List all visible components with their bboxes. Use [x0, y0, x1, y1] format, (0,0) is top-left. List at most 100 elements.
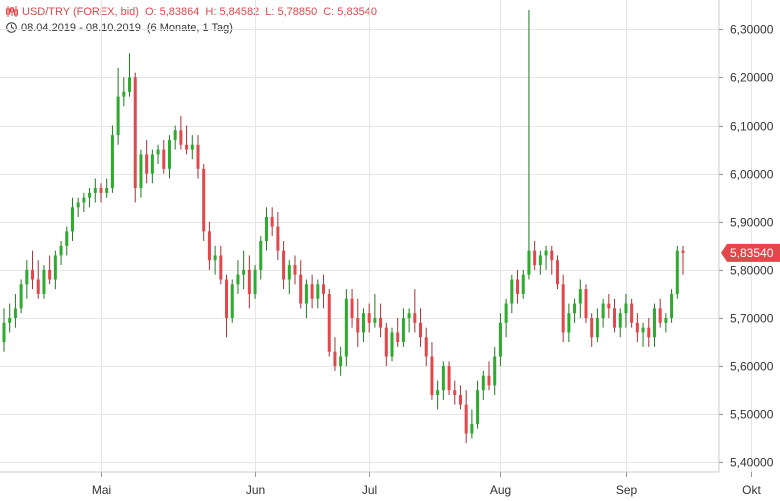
candle[interactable] [504, 298, 508, 338]
candle[interactable] [407, 308, 411, 333]
candle[interactable] [527, 10, 531, 280]
candle[interactable] [390, 327, 394, 362]
candle[interactable] [230, 279, 234, 323]
candle[interactable] [555, 255, 559, 290]
candle[interactable] [116, 67, 120, 145]
candle[interactable] [48, 255, 52, 285]
candle[interactable] [156, 144, 160, 164]
candle[interactable] [567, 303, 571, 343]
candle[interactable] [470, 409, 474, 439]
candle[interactable] [361, 308, 365, 343]
candle[interactable] [641, 322, 645, 347]
candle[interactable] [310, 274, 314, 309]
candle[interactable] [316, 279, 320, 309]
candle[interactable] [635, 313, 639, 343]
candle[interactable] [179, 115, 183, 150]
candle[interactable] [145, 139, 149, 184]
candle[interactable] [561, 274, 565, 343]
candle[interactable] [207, 221, 211, 270]
candle[interactable] [607, 293, 611, 318]
candle[interactable] [379, 303, 383, 338]
candle[interactable] [647, 318, 651, 347]
candle[interactable] [493, 346, 497, 395]
candle[interactable] [65, 226, 69, 256]
candle[interactable] [122, 77, 126, 107]
candle[interactable] [573, 298, 577, 323]
candle[interactable] [481, 370, 485, 400]
candle[interactable] [401, 308, 405, 347]
candle[interactable] [299, 260, 303, 309]
candle[interactable] [2, 308, 6, 352]
candle[interactable] [19, 279, 23, 314]
candle[interactable] [99, 183, 103, 203]
candle[interactable] [584, 284, 588, 323]
candle[interactable] [498, 313, 502, 367]
candle[interactable] [133, 72, 137, 203]
candle[interactable] [339, 346, 343, 376]
candle[interactable] [185, 125, 189, 155]
candle[interactable] [253, 265, 257, 299]
candle[interactable] [8, 303, 12, 333]
candle[interactable] [447, 361, 451, 395]
candle[interactable] [396, 318, 400, 347]
candle[interactable] [590, 313, 594, 347]
candle[interactable] [681, 245, 685, 275]
candle[interactable] [487, 361, 491, 391]
candle[interactable] [544, 245, 548, 270]
candle[interactable] [510, 274, 514, 314]
candle[interactable] [202, 164, 206, 241]
candle[interactable] [664, 313, 668, 333]
candle[interactable] [350, 289, 354, 328]
candle[interactable] [53, 250, 57, 290]
candle[interactable] [247, 255, 251, 309]
candle[interactable] [139, 149, 143, 198]
candle[interactable] [550, 245, 554, 275]
candle[interactable] [213, 245, 217, 275]
candle[interactable] [367, 303, 371, 333]
candle[interactable] [304, 279, 308, 319]
candle[interactable] [384, 322, 388, 367]
candle[interactable] [82, 192, 86, 213]
candle[interactable] [595, 308, 599, 343]
candle[interactable] [436, 380, 440, 410]
candle[interactable] [322, 274, 326, 309]
candle[interactable] [93, 178, 97, 203]
candle[interactable] [618, 308, 622, 338]
candle[interactable] [624, 293, 628, 328]
candle[interactable] [225, 274, 229, 338]
candle[interactable] [453, 380, 457, 405]
candle[interactable] [259, 236, 263, 280]
candle[interactable] [167, 135, 171, 179]
candle[interactable] [282, 241, 286, 290]
candle[interactable] [652, 303, 656, 347]
candle[interactable] [88, 188, 92, 208]
candle[interactable] [658, 298, 662, 328]
candle[interactable] [458, 385, 462, 410]
candle[interactable] [419, 308, 423, 347]
candle[interactable] [293, 255, 297, 285]
candle[interactable] [464, 390, 468, 444]
candle[interactable] [25, 260, 29, 299]
candle[interactable] [13, 293, 17, 328]
candle[interactable] [675, 245, 679, 299]
candle[interactable] [242, 250, 246, 290]
candle[interactable] [441, 361, 445, 400]
candle[interactable] [36, 260, 40, 299]
candle[interactable] [219, 245, 223, 285]
candle[interactable] [333, 337, 337, 371]
candle[interactable] [344, 289, 348, 367]
candle[interactable] [105, 178, 109, 198]
candle[interactable] [356, 298, 360, 347]
candle[interactable] [476, 380, 480, 429]
candle[interactable] [270, 207, 274, 237]
candle[interactable] [173, 125, 177, 150]
candle[interactable] [31, 250, 35, 290]
candle[interactable] [538, 250, 542, 275]
candle[interactable] [630, 298, 634, 328]
candle[interactable] [76, 197, 80, 217]
candle[interactable] [578, 279, 582, 319]
candle[interactable] [162, 139, 166, 174]
candle[interactable] [430, 342, 434, 400]
candle[interactable] [110, 125, 114, 193]
